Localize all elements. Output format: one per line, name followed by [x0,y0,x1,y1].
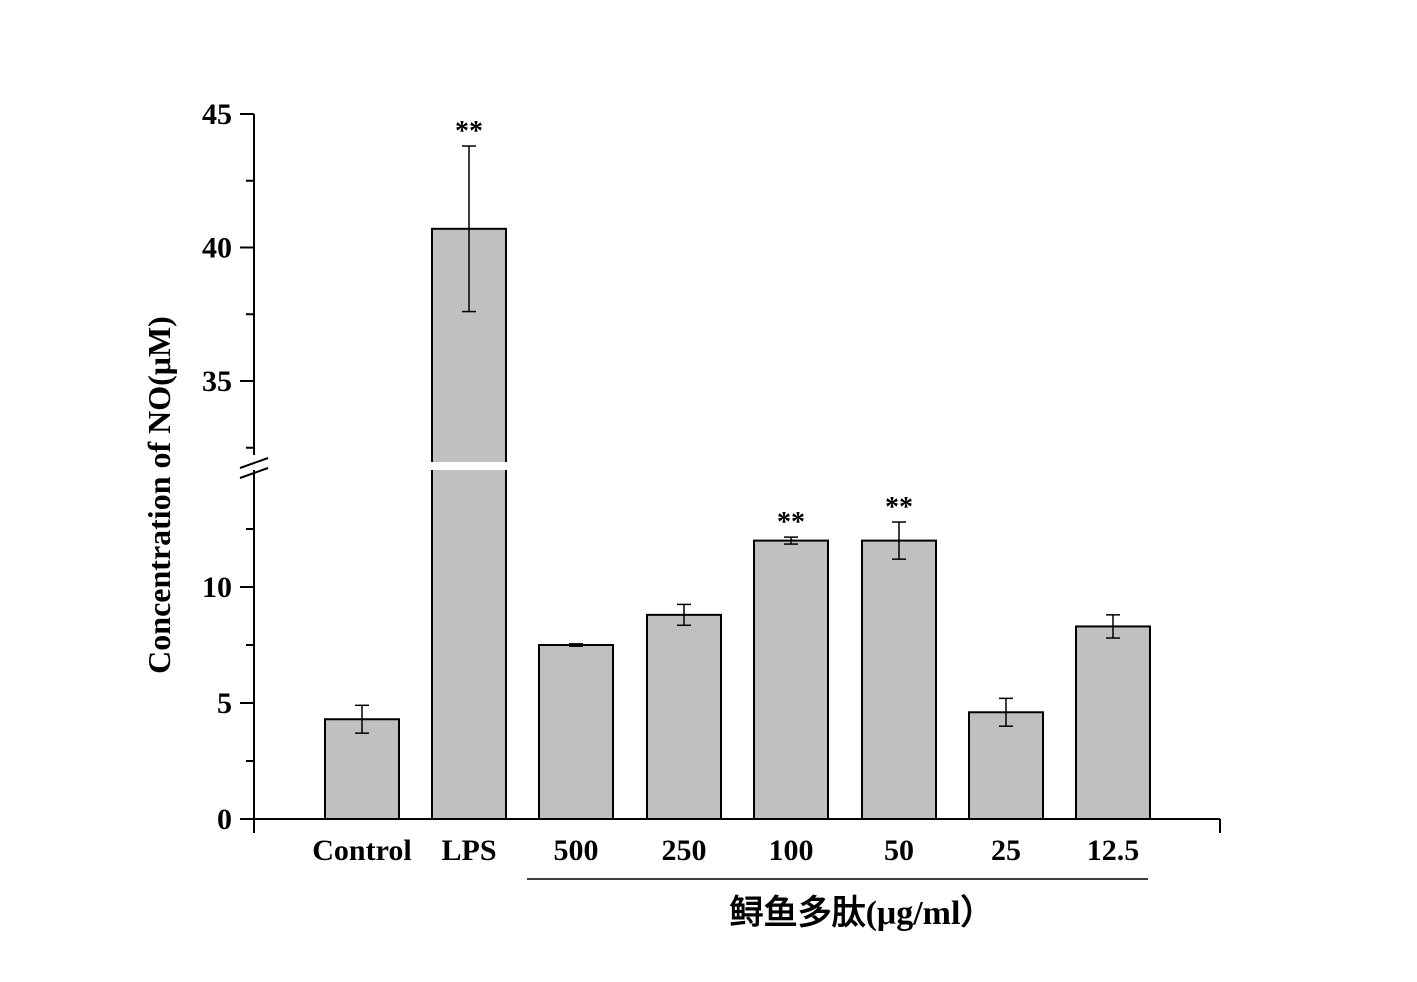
y-axis-label: Concentration of NO(μM) [141,316,177,674]
x-tick-label: LPS [441,834,496,867]
bar [968,711,1044,821]
bar [753,539,829,820]
chart-axes: 0 5 10 35 40 45 [202,98,1221,880]
bar-break-gap [430,462,508,470]
axis-break-mark [239,467,269,479]
y-tick-label: 5 [217,687,232,720]
bar [646,613,722,821]
x-tick-label: 12.5 [1087,834,1140,867]
axis-break-mark [239,457,269,469]
x-tick-label: 100 [769,834,814,867]
y-tick-label: 45 [202,98,232,131]
x-tick-label: Control [312,834,411,867]
x-tick-label: 50 [884,834,914,867]
bar [1075,625,1151,820]
x-tick-label: 25 [991,834,1021,867]
significance-mark: ** [885,492,913,523]
y-tick-label: 10 [202,571,232,604]
group-axis-label: 鲟鱼多肽(μg/ml） [730,893,995,932]
y-tick-label: 35 [202,365,232,398]
bar [861,539,937,820]
bar [538,644,614,820]
x-tick-label: 250 [662,834,707,867]
y-tick-label: 40 [202,232,232,265]
bar-series: Control ** LPS 500 250 ** 100 ** 50 25 12.5 [312,116,1151,867]
x-tick-label: 500 [554,834,599,867]
significance-mark: ** [455,116,483,147]
significance-mark: ** [777,507,805,538]
bar [324,718,400,820]
y-tick-label: 0 [217,803,232,836]
bar [431,227,507,820]
chart-labels: Concentration of NO(μM) 鲟鱼多肽(μg/ml） [141,316,994,932]
